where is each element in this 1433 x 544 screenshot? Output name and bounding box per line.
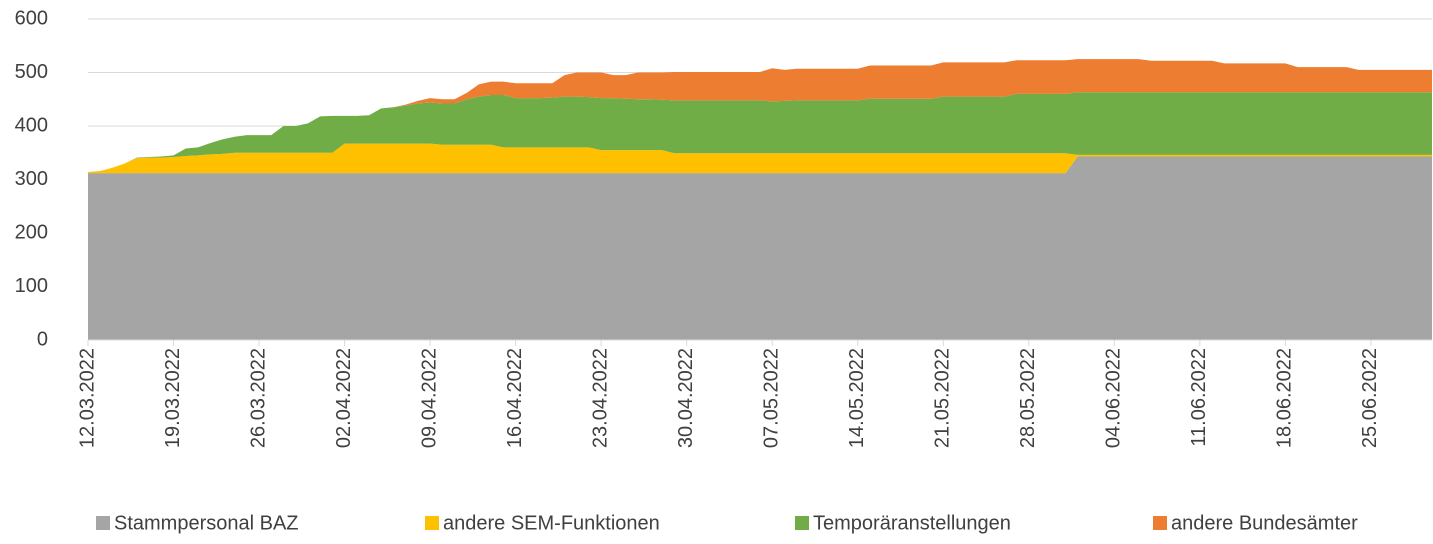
area: [88, 59, 1432, 173]
area: [88, 92, 1432, 173]
x-tick-label: 26.03.2022: [247, 348, 269, 448]
legend-swatch: [795, 516, 809, 530]
legend-label: andere Bundesämter: [1171, 512, 1358, 534]
y-tick-label: 400: [15, 114, 48, 136]
legend-label: Temporäranstellungen: [813, 512, 1011, 534]
x-tick-label: 12.03.2022: [76, 348, 98, 448]
area: [88, 156, 1432, 340]
y-tick-label: 300: [15, 168, 48, 190]
legend-label: Stammpersonal BAZ: [114, 512, 299, 534]
y-tick-label: 0: [37, 328, 48, 350]
legend-swatch: [96, 516, 110, 530]
x-tick-label: 16.04.2022: [504, 348, 526, 448]
x-tick-label: 30.04.2022: [675, 348, 697, 448]
area: [88, 143, 1432, 174]
legend-label: andere SEM-Funktionen: [443, 512, 660, 534]
x-tick-label: 09.04.2022: [418, 348, 440, 448]
legend-swatch: [425, 516, 439, 530]
x-tick-label: 14.05.2022: [846, 348, 868, 448]
x-tick-label: 07.05.2022: [760, 348, 782, 448]
y-tick-label: 200: [15, 221, 48, 243]
y-tick-label: 600: [15, 7, 48, 29]
x-tick-label: 25.06.2022: [1359, 348, 1381, 448]
x-tick-label: 11.06.2022: [1188, 348, 1210, 447]
x-tick-label: 28.05.2022: [1017, 348, 1039, 448]
x-tick-label: 04.06.2022: [1103, 348, 1125, 448]
x-tick-label: 23.04.2022: [589, 348, 611, 448]
x-tick-label: 02.04.2022: [333, 348, 355, 448]
legend-swatch: [1153, 516, 1167, 530]
y-tick-label: 100: [15, 275, 48, 297]
x-tick-label: 19.03.2022: [162, 348, 184, 448]
x-tick-label: 21.05.2022: [932, 348, 954, 448]
x-tick-label: 18.06.2022: [1274, 348, 1296, 448]
y-tick-label: 500: [15, 61, 48, 83]
